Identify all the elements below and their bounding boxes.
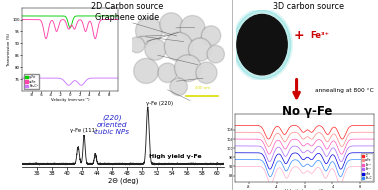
Circle shape <box>170 78 187 96</box>
Circle shape <box>203 27 219 44</box>
Circle shape <box>188 38 211 61</box>
Circle shape <box>137 19 161 43</box>
Circle shape <box>160 13 183 36</box>
Text: annealing at 800 °C: annealing at 800 °C <box>315 88 374 93</box>
Circle shape <box>145 39 166 60</box>
Circle shape <box>146 40 165 59</box>
Circle shape <box>180 16 205 41</box>
Circle shape <box>174 55 201 82</box>
Circle shape <box>159 64 176 81</box>
Y-axis label: Transmission (%): Transmission (%) <box>7 33 11 66</box>
Circle shape <box>161 14 181 35</box>
Circle shape <box>208 47 223 62</box>
Circle shape <box>130 38 143 51</box>
Circle shape <box>176 56 200 80</box>
Text: γ-Fe (111): γ-Fe (111) <box>70 128 97 133</box>
X-axis label: Velocity (mm·sec⁻¹): Velocity (mm·sec⁻¹) <box>51 98 90 102</box>
Circle shape <box>181 17 204 39</box>
Circle shape <box>164 32 193 61</box>
Text: annealing at 800 °C: annealing at 800 °C <box>7 62 12 128</box>
Circle shape <box>196 62 217 83</box>
X-axis label: 2Θ (deg): 2Θ (deg) <box>108 178 138 184</box>
Text: 400 nm: 400 nm <box>195 86 210 89</box>
Legend: γ-Fe, α-Fe, Fe₃Cᵡ: γ-Fe, α-Fe, Fe₃Cᵡ <box>24 74 39 89</box>
X-axis label: Velocity (mm·sec⁻¹): Velocity (mm·sec⁻¹) <box>285 189 324 190</box>
Text: +: + <box>293 29 304 42</box>
Text: (220)
oriented
cubic NPs: (220) oriented cubic NPs <box>94 114 129 135</box>
Circle shape <box>201 26 221 45</box>
Legend: Σ, α-Fe, Fe³⁺, Fe²⁺, γ-Fe, Fe₃C: Σ, α-Fe, Fe³⁺, Fe²⁺, γ-Fe, Fe₃C <box>361 153 373 181</box>
Text: No γ-Fe: No γ-Fe <box>282 105 332 118</box>
Text: 3D carbon source: 3D carbon source <box>273 2 344 11</box>
Circle shape <box>158 63 177 82</box>
Circle shape <box>136 17 163 44</box>
Text: Fe³⁺: Fe³⁺ <box>310 31 329 40</box>
Circle shape <box>129 37 145 53</box>
Circle shape <box>207 45 225 63</box>
Circle shape <box>171 79 186 94</box>
Text: 2D Carbon source
Graphene oxide: 2D Carbon source Graphene oxide <box>90 2 163 22</box>
Circle shape <box>135 60 157 82</box>
Text: γ-Fe (220): γ-Fe (220) <box>146 101 173 106</box>
Circle shape <box>166 34 192 60</box>
Text: High yield γ-Fe: High yield γ-Fe <box>149 154 202 159</box>
Circle shape <box>134 58 159 83</box>
Circle shape <box>190 39 210 60</box>
Circle shape <box>197 63 215 82</box>
Circle shape <box>237 14 287 75</box>
